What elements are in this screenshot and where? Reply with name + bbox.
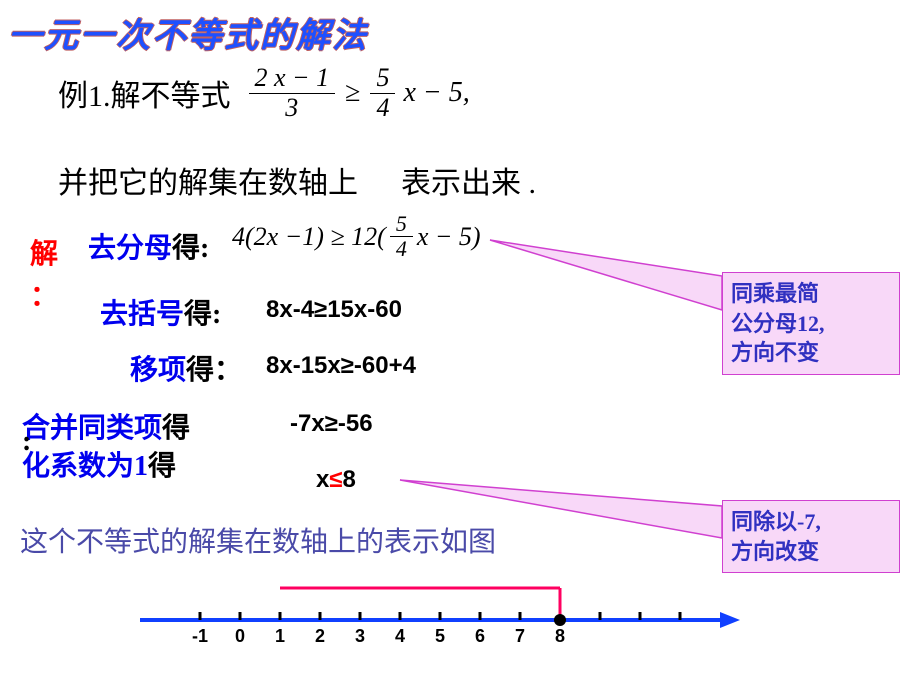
step-1-expr: 4(2x −1) ≥ 12( 5 4 x − 5) bbox=[232, 212, 481, 261]
step-4-label: 合并同类项 得 bbox=[22, 406, 190, 446]
step-5-label: 化系数为1 得 bbox=[22, 444, 176, 484]
tick-label: 7 bbox=[515, 626, 525, 646]
step-4-expr: -7x≥-56 bbox=[290, 410, 373, 438]
frac-den: 4 bbox=[390, 237, 413, 261]
callout-line: 公分母12, bbox=[731, 309, 891, 339]
callout-arrow-1 bbox=[490, 240, 750, 330]
problem-line2b: 表示出来 . bbox=[401, 167, 536, 200]
step-5-expr: x ≤ 8 bbox=[316, 466, 356, 494]
tick-label: 5 bbox=[435, 626, 445, 646]
step-45-colon: : bbox=[22, 444, 31, 476]
step-de: 得 bbox=[162, 406, 190, 446]
frac-num: 5 bbox=[370, 64, 395, 94]
tick-label: 1 bbox=[275, 626, 285, 646]
le-symbol: ≤ bbox=[329, 466, 342, 494]
frac-num: 5 bbox=[390, 212, 413, 237]
fraction-right: 5 4 bbox=[370, 64, 395, 122]
number-line: -1 0 1 2 3 4 5 6 7 8 bbox=[130, 570, 750, 670]
step-1-label: 去分母 得: bbox=[88, 226, 209, 266]
expr-8: 8 bbox=[343, 466, 356, 494]
step-name: 去括号 bbox=[100, 292, 184, 332]
frac-den: 3 bbox=[279, 94, 304, 123]
tick-label: -1 bbox=[192, 626, 208, 646]
tick-label: 6 bbox=[475, 626, 485, 646]
ge-symbol: ≥ bbox=[345, 77, 360, 109]
callout-line: 方向不变 bbox=[731, 338, 891, 368]
expr-prefix: 4(2x −1) ≥ 12( bbox=[232, 222, 386, 252]
tick-label: 2 bbox=[315, 626, 325, 646]
step-2-label: 去括号 得: bbox=[100, 292, 221, 332]
solve-label: 解 bbox=[30, 232, 70, 272]
problem-tail: x − 5, bbox=[403, 77, 469, 109]
tick-label: 4 bbox=[395, 626, 405, 646]
callout-line: 同除以-7, bbox=[731, 507, 891, 537]
tick-label: 3 bbox=[355, 626, 365, 646]
step-name: 移项 bbox=[130, 348, 186, 388]
frac-num: 2 x − 1 bbox=[249, 64, 336, 94]
step-name: 去分母 bbox=[88, 226, 172, 266]
callout-line: 方向改变 bbox=[731, 537, 891, 567]
step-name: 合并同类项 bbox=[22, 406, 162, 446]
step-de: 得 bbox=[148, 444, 176, 484]
step-de: 得: bbox=[172, 226, 209, 266]
tick-label: 0 bbox=[235, 626, 245, 646]
step-2-expr: 8x-4≥15x-60 bbox=[266, 296, 402, 324]
expr-x: x bbox=[316, 466, 329, 494]
closed-endpoint bbox=[554, 614, 566, 626]
callout-line: 同乘最简 bbox=[731, 279, 891, 309]
callout-arrow-2 bbox=[400, 460, 740, 560]
step-name: 化系数为1 bbox=[22, 444, 148, 484]
fraction-left: 2 x − 1 3 bbox=[249, 64, 336, 122]
solve-colon: ： bbox=[30, 274, 58, 314]
problem-line2a: 并把它的解集在数轴上 bbox=[58, 167, 358, 200]
step-de: 得： bbox=[186, 348, 242, 388]
callout-divide: 同除以-7, 方向改变 bbox=[722, 500, 900, 573]
step-3-label: 移项 得： bbox=[130, 348, 242, 388]
page-title: 一元一次不等式的解法 bbox=[8, 8, 368, 57]
problem-prefix: 例1.解不等式 bbox=[58, 71, 231, 115]
tick-label: 8 bbox=[555, 626, 565, 646]
problem-line-1: 例1.解不等式 2 x − 1 3 ≥ 5 4 x − 5, bbox=[58, 64, 470, 122]
expr-suffix: x − 5) bbox=[417, 222, 481, 252]
fraction-inline: 5 4 bbox=[390, 212, 413, 261]
problem-line-2: 并把它的解集在数轴上 表示出来 . bbox=[58, 158, 536, 202]
colon: : bbox=[22, 426, 31, 458]
step-3-expr: 8x-15x≥-60+4 bbox=[266, 352, 416, 380]
frac-den: 4 bbox=[370, 94, 395, 123]
step-de: 得: bbox=[184, 292, 221, 332]
